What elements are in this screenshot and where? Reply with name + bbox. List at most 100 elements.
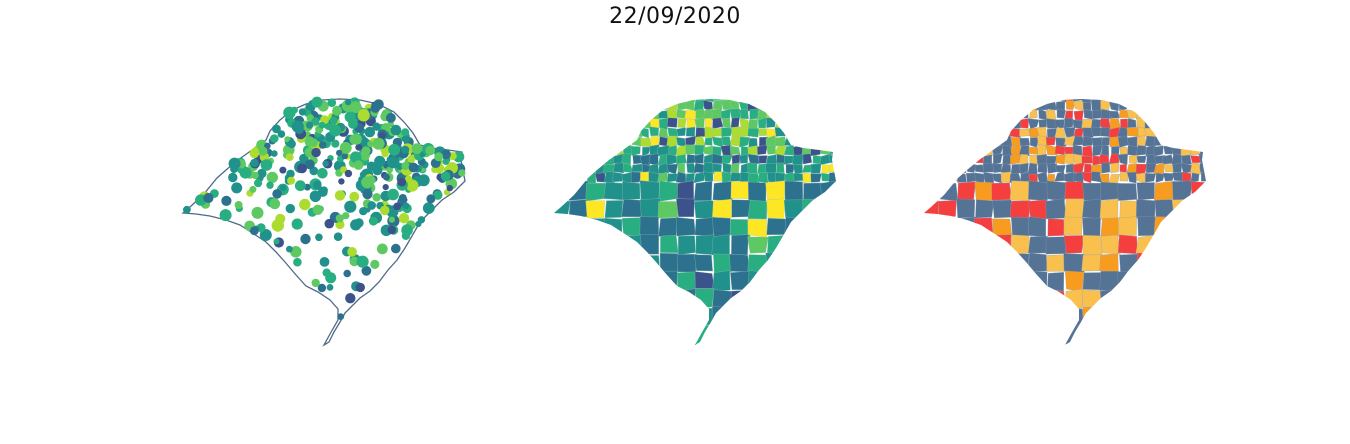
- municipality-area: [560, 155, 571, 163]
- municipality-point: [324, 218, 335, 229]
- municipality-area: [784, 101, 795, 111]
- municipality-area: [810, 126, 821, 138]
- municipality-area: [1127, 145, 1139, 156]
- municipality-area: [1082, 127, 1094, 138]
- municipality-area: [938, 235, 957, 255]
- municipality-area: [1171, 126, 1183, 138]
- municipality-area: [1100, 307, 1121, 326]
- municipality-area: [1081, 254, 1101, 272]
- municipality-area: [974, 288, 995, 310]
- municipality-area: [1153, 136, 1164, 146]
- municipality-area: [1135, 172, 1147, 184]
- municipality-point: [425, 145, 436, 156]
- municipality-point: [376, 243, 388, 255]
- municipality-area: [765, 252, 786, 274]
- municipality-area: [559, 99, 569, 103]
- municipality-point: [407, 154, 416, 163]
- municipality-area: [992, 306, 1013, 326]
- municipality-area: [1009, 108, 1021, 119]
- municipality-area: [1135, 290, 1156, 309]
- municipality-area: [992, 218, 1013, 237]
- municipality-area: [785, 289, 805, 309]
- municipality-area: [767, 99, 778, 103]
- municipality-point: [337, 313, 345, 320]
- municipality-area: [1019, 118, 1030, 129]
- municipality-area: [956, 271, 975, 290]
- municipality-area: [659, 289, 679, 308]
- municipality-point: [266, 181, 274, 189]
- municipality-area: [819, 180, 836, 202]
- municipality-area: [955, 163, 968, 174]
- municipality-area: [1038, 108, 1047, 120]
- municipality-area: [1208, 201, 1228, 218]
- municipality-area: [776, 99, 787, 101]
- municipality-area: [1208, 145, 1217, 155]
- municipality-area: [1117, 234, 1138, 255]
- municipality-area: [587, 307, 606, 326]
- municipality-area: [1180, 144, 1192, 157]
- municipality-area: [801, 307, 821, 328]
- municipality-area: [839, 136, 848, 147]
- municipality-area: [1047, 307, 1065, 328]
- municipality-point: [332, 105, 343, 116]
- municipality-area: [612, 108, 624, 120]
- municipality-area: [660, 235, 679, 254]
- municipality-area: [658, 324, 679, 345]
- municipality-point: [290, 246, 302, 258]
- municipality-area: [1208, 272, 1229, 291]
- municipality-area: [586, 99, 597, 111]
- municipality-area: [1163, 99, 1175, 103]
- municipality-area: [1208, 119, 1219, 128]
- municipality-point: [311, 147, 321, 158]
- municipality-area: [730, 172, 742, 182]
- municipality-area: [946, 162, 958, 174]
- municipality-area: [1136, 343, 1155, 345]
- municipality-area: [1190, 99, 1201, 112]
- municipality-area: [1208, 163, 1218, 172]
- municipality-area: [991, 234, 1012, 255]
- municipality-area: [786, 126, 795, 138]
- municipality-area: [839, 343, 858, 361]
- municipality-point: [257, 168, 267, 179]
- municipality-area: [587, 218, 607, 238]
- municipality-area: [839, 163, 848, 173]
- municipality-area: [1018, 145, 1030, 156]
- municipality-area: [568, 180, 589, 201]
- municipality-area: [640, 101, 652, 111]
- municipality-area: [1064, 325, 1084, 345]
- municipality-area: [693, 324, 713, 345]
- municipality-point: [312, 204, 323, 215]
- municipality-area: [801, 109, 814, 121]
- municipality-area: [569, 254, 588, 273]
- municipality-area: [1154, 252, 1174, 272]
- municipality-point: [291, 120, 304, 133]
- municipality-area: [1037, 162, 1048, 173]
- municipality-area: [595, 108, 607, 120]
- municipality-area: [666, 135, 678, 148]
- municipality-area: [1208, 91, 1217, 100]
- municipality-point: [299, 153, 309, 164]
- municipality-area: [712, 181, 733, 202]
- municipality-area: [1028, 270, 1048, 292]
- municipality-point: [319, 141, 327, 149]
- municipality-area: [1135, 145, 1147, 156]
- municipality-area: [1209, 109, 1217, 120]
- municipality-point: [311, 278, 320, 288]
- municipality-point: [372, 193, 382, 202]
- municipality-point: [333, 232, 343, 241]
- municipality-area: [1009, 180, 1030, 202]
- municipality-area: [765, 135, 777, 148]
- municipality-area: [792, 109, 803, 120]
- municipality-area: [554, 200, 571, 217]
- municipality-area: [1000, 108, 1013, 120]
- municipality-area: [631, 117, 641, 129]
- municipality-area: [1117, 183, 1138, 201]
- municipality-area: [757, 99, 767, 112]
- municipality-area: [1037, 144, 1047, 156]
- municipality-area: [622, 181, 641, 201]
- municipality-area: [554, 99, 562, 102]
- municipality-area: [974, 154, 984, 164]
- municipality-area: [991, 108, 1002, 120]
- municipality-area: [974, 117, 985, 129]
- municipality-area: [947, 118, 957, 130]
